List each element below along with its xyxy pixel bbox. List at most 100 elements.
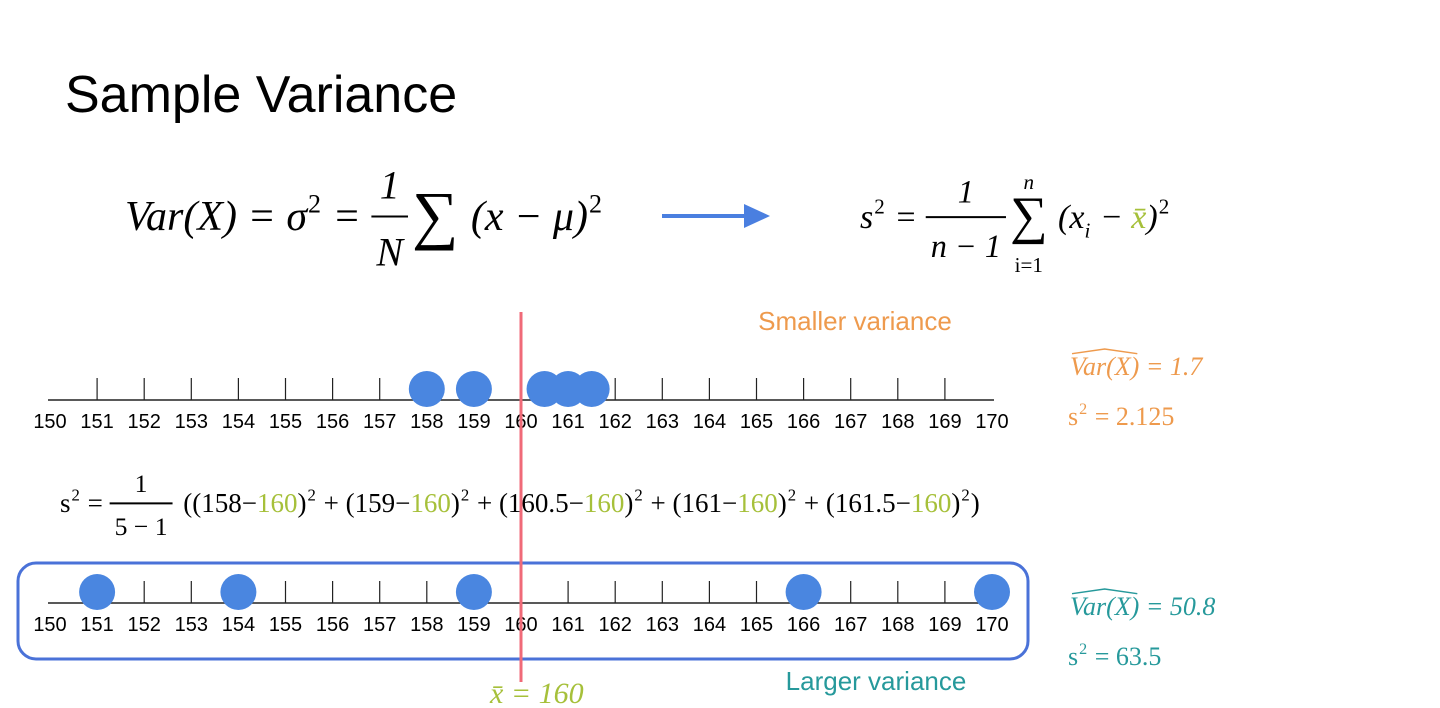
tick-label: 162 [599,614,632,636]
math-text: ) [778,488,787,518]
tick-label: 154 [222,411,255,433]
tick-label: 163 [646,614,679,636]
math-text: ((158− [177,488,257,518]
data-point [79,574,116,610]
math-text: 2 [461,486,469,505]
math-text: 2 [788,486,796,505]
tick-label: 166 [787,411,820,433]
tick-label: 151 [80,411,113,433]
math-text: s [860,199,873,236]
math-text: 2 [1159,195,1170,219]
tick-label: 162 [599,411,632,433]
math-text: N [375,230,405,275]
math-text: + (161− [644,488,737,518]
math-text: ∑ [1010,187,1048,245]
tick-label: 165 [740,411,773,433]
math-text: 2 [589,189,602,218]
data-point [455,574,492,610]
tick-label: 170 [975,411,1008,433]
math-text: x̄ [489,677,504,708]
tick-label: 157 [363,411,396,433]
math-text: + (159− [317,488,410,518]
tick-label: 161 [551,411,584,433]
math-text: + (161.5− [797,488,911,518]
math-text: = [81,488,110,518]
math-text: i [1084,219,1090,243]
math-text: = 50.8 [1139,592,1215,621]
math-text: = 63.5 [1088,642,1161,671]
tick-label: 156 [316,411,349,433]
tick-label: 157 [363,614,396,636]
math-text: s [1068,402,1078,431]
data-point [785,574,822,610]
arrow-head [744,204,770,228]
math-text: n − 1 [931,228,1001,264]
tick-label: 164 [693,411,726,433]
math-text: 160 [737,488,778,518]
tick-label: 151 [80,614,113,636]
variance-label: Smaller variance [758,306,952,336]
math-text: 2 [1079,401,1087,418]
math-text: i=1 [1015,253,1043,277]
tick-label: 163 [646,411,679,433]
math-text: 1 [135,469,148,498]
hat [1071,588,1138,595]
variance-label: Larger variance [786,666,967,696]
math-text: ) [951,488,960,518]
tick-label: 159 [457,411,490,433]
tick-label: 167 [834,411,867,433]
math-text: Var(X) = σ [125,194,309,240]
tick-label: 165 [740,614,773,636]
math-text: ) [971,488,980,518]
math-text: ) [1144,199,1157,236]
math-text: 160 [410,488,451,518]
math-text: n [1023,170,1034,194]
math-text: = 2.125 [1088,402,1174,431]
math-text: 1 [380,163,400,208]
tick-label: 155 [269,411,302,433]
tick-label: 169 [928,411,961,433]
tick-label: 169 [928,614,961,636]
tick-label: 168 [881,411,914,433]
math-text: 160 [584,488,625,518]
math-text: 2 [308,189,321,218]
math-text: (x [1050,199,1085,236]
tick-label: 170 [975,614,1008,636]
math-text: = 1.7 [1139,352,1203,381]
math-text: − [1091,199,1131,236]
math-text: = 160 [503,677,583,708]
math-text: ) [298,488,307,518]
math-text: 1 [958,174,974,210]
math-text: ) [451,488,460,518]
tick-label: 156 [316,614,349,636]
math-text: + (160.5− [470,488,584,518]
math-text: s [1068,642,1078,671]
math-text: Var(X) [1070,352,1139,381]
math-text: ∑ [412,179,458,251]
math-text: = [886,199,926,236]
data-point [455,371,492,407]
tick-label: 164 [693,614,726,636]
tick-label: 168 [881,614,914,636]
math-text: 2 [1079,641,1087,658]
math-text: s [60,488,71,518]
math-text: 2 [308,486,316,505]
math-text: 160 [911,488,952,518]
math-text: = [322,194,371,240]
tick-label: 150 [33,614,66,636]
tick-label: 153 [175,411,208,433]
slide-title: Sample Variance [65,66,457,124]
tick-label: 150 [33,411,66,433]
highlight-box [16,561,1030,661]
math-text: 2 [72,486,80,505]
tick-label: 153 [175,614,208,636]
math-text: 5 − 1 [115,512,168,541]
math-text: 2 [874,195,885,219]
math-text: (x − μ) [460,194,588,240]
math-text: x̄ [1130,199,1146,236]
tick-label: 158 [410,411,443,433]
tick-label: 154 [222,614,255,636]
tick-label: 161 [551,614,584,636]
data-point [974,574,1010,610]
tick-label: 166 [787,614,820,636]
